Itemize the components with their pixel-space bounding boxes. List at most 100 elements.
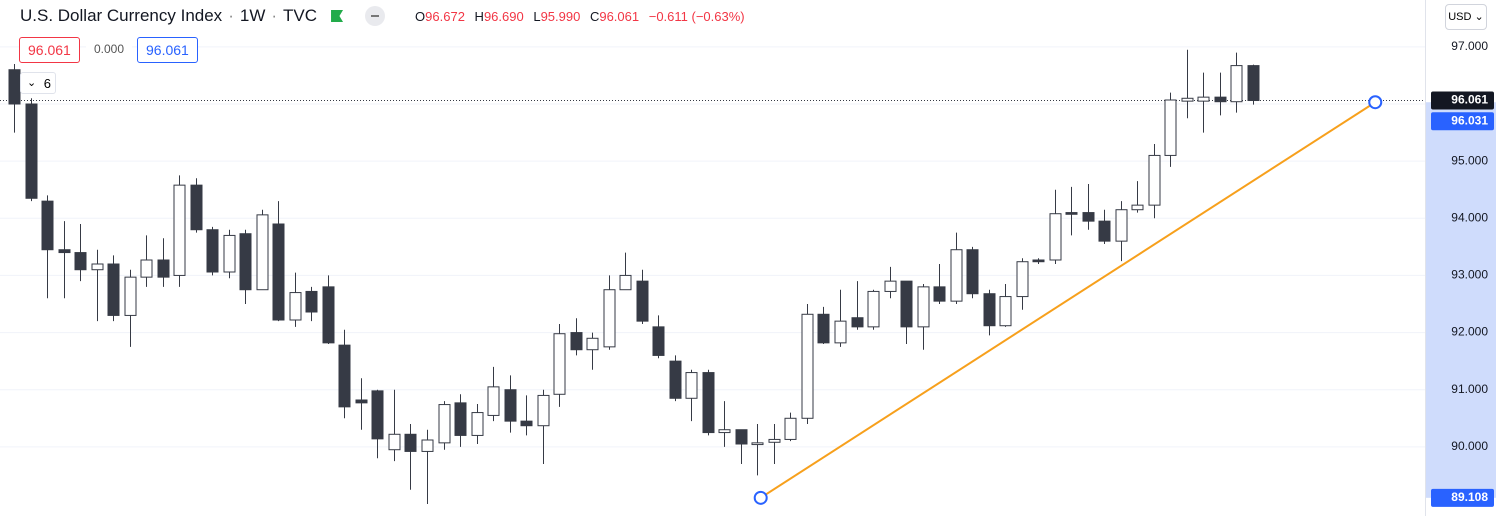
candle-body (41, 200, 54, 251)
y-tick-label: 95.000 (1451, 153, 1488, 167)
trend-start-label-bg (1431, 488, 1494, 507)
candle-body (751, 442, 764, 446)
sell-button[interactable]: 96.061 (19, 37, 80, 63)
candle-body (487, 386, 500, 416)
indicators-toggle[interactable]: ⌄ 6 (20, 72, 56, 94)
candle-body (999, 296, 1012, 327)
candle-body (834, 320, 847, 344)
interval[interactable]: 1W (239, 6, 266, 25)
candle-body (206, 229, 219, 273)
currency: USD (1448, 11, 1472, 23)
close-key: C (589, 8, 600, 24)
y-tick-label: 92.000 (1451, 325, 1488, 339)
last-price-label: 96.061 (1451, 93, 1488, 107)
candle-body (338, 344, 351, 408)
candle-body (652, 326, 665, 356)
high-value: 96.690 (483, 8, 524, 24)
candle-body (504, 389, 517, 422)
axis-range-highlight (1425, 102, 1496, 498)
flag-icon[interactable] (331, 10, 344, 22)
candle-body (636, 280, 649, 322)
candle-body (702, 372, 715, 434)
candle-body (817, 313, 830, 344)
candle-body (223, 234, 236, 273)
candle-body (322, 286, 335, 344)
y-tick-label: 91.000 (1451, 382, 1488, 396)
candle-body (735, 429, 748, 445)
open-key: O (415, 8, 426, 24)
candle-body (1148, 154, 1161, 206)
candle-body (1181, 97, 1194, 102)
open-value: 96.672 (425, 8, 465, 24)
candle-body (471, 412, 484, 436)
y-tick-label: 93.000 (1451, 268, 1488, 282)
candle-body (1065, 212, 1078, 215)
candle-body (454, 402, 467, 436)
spread: 0.000 (86, 37, 133, 61)
candle-body (983, 293, 996, 327)
candle-body (1115, 209, 1128, 242)
trend-start-label: 89.108 (1451, 490, 1488, 504)
candle-body (256, 214, 269, 291)
candle-body (305, 290, 318, 313)
trend-end-label: 96.031 (1451, 113, 1488, 127)
candle-body (900, 280, 913, 328)
candle-body (950, 249, 963, 302)
candle-body (603, 289, 616, 348)
candle-body (371, 390, 384, 440)
candle-body (570, 332, 583, 351)
candle-body (1082, 212, 1095, 222)
candle-body (173, 184, 186, 276)
candle-body (404, 433, 417, 452)
candle-body (537, 394, 550, 427)
buy-button[interactable]: 96.061 (137, 37, 198, 63)
candle-body (784, 417, 797, 440)
y-tick-label: 94.000 (1451, 210, 1488, 224)
symbol-title: U.S. Dollar Currency Index (20, 6, 223, 25)
ohlc-values: O96.672 H96.690 L95.990 C96.061 −0.611 (… (415, 9, 751, 24)
candle-body (157, 259, 170, 278)
candle-body (272, 223, 285, 321)
candle-body (917, 286, 930, 328)
low-value: 95.990 (540, 8, 581, 24)
candle-body (1197, 96, 1210, 102)
candle-body (25, 103, 38, 199)
candle-body (520, 420, 533, 427)
source: TVC (283, 6, 318, 25)
candle-body (768, 438, 781, 443)
candle-body (58, 249, 71, 254)
candle-body (74, 252, 87, 271)
candle-body (1016, 261, 1029, 298)
candle-body (884, 280, 897, 292)
trendline-handle[interactable] (753, 490, 768, 505)
y-tick-label: 97.000 (1451, 39, 1488, 53)
indicators-count: 6 (43, 76, 51, 91)
close-value: 96.061 (599, 8, 640, 24)
last-price-label-bg (1431, 91, 1494, 110)
currency-select[interactable]: USD ⌄ (1445, 4, 1487, 30)
candle-body (107, 263, 120, 316)
candle-body (1049, 213, 1062, 261)
candle-body (1032, 259, 1045, 263)
low-key: L (533, 8, 541, 24)
candle-body (289, 292, 302, 321)
candle-body (1214, 96, 1227, 103)
change: −0.611 (−0.63%) (648, 8, 745, 24)
candle-body (1098, 220, 1111, 242)
trendline-handle[interactable] (1368, 95, 1383, 110)
candle-body (388, 433, 401, 451)
candle-body (355, 399, 368, 404)
candle-body (8, 69, 21, 105)
legend-header: U.S. Dollar Currency Index · 1W · TVC O96.… (20, 6, 751, 26)
candle-body (669, 360, 682, 399)
candle-body (685, 372, 698, 399)
candle-body (91, 263, 104, 271)
hide-button[interactable] (365, 6, 386, 26)
candle-body (801, 313, 814, 419)
candle-body (1131, 204, 1144, 211)
candle-body (966, 249, 979, 295)
trend-end-label-bg (1431, 112, 1494, 131)
candle-body (124, 276, 137, 316)
